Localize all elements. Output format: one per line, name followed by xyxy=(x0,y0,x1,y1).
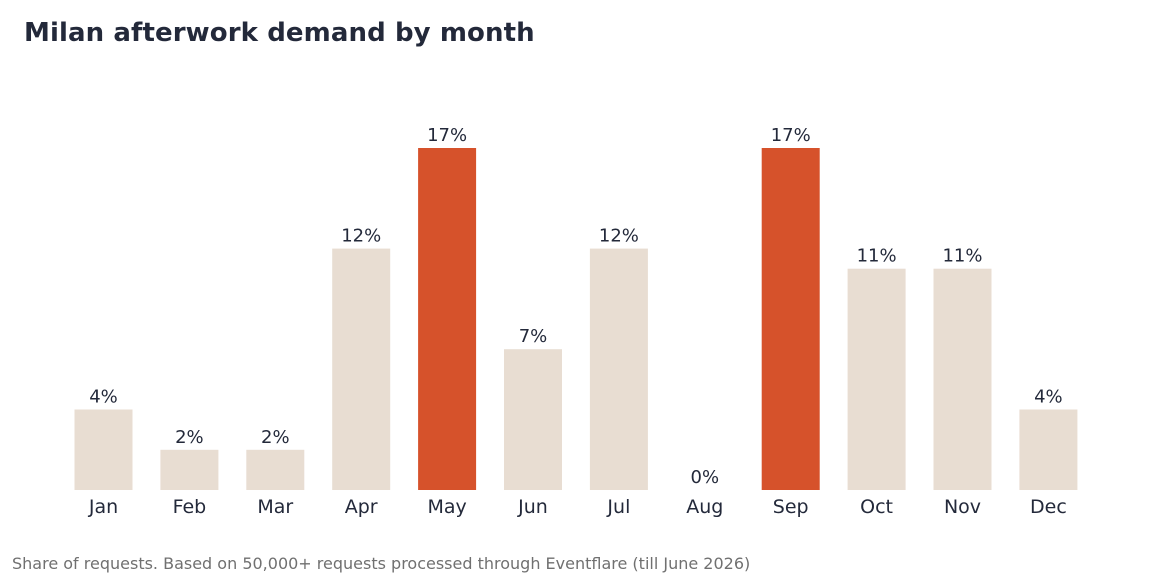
bar-jul xyxy=(589,248,648,490)
x-tick-oct: Oct xyxy=(860,496,893,518)
x-tick-dec: Dec xyxy=(1030,496,1067,518)
bar-jan xyxy=(74,409,133,490)
bar-nov xyxy=(933,268,992,490)
x-tick-feb: Feb xyxy=(173,496,207,518)
bar-sep xyxy=(761,148,820,490)
data-label-aug: 0% xyxy=(691,467,720,488)
data-label-oct: 11% xyxy=(857,246,897,267)
bar-oct xyxy=(847,268,906,490)
x-tick-sep: Sep xyxy=(773,496,809,518)
x-tick-mar: Mar xyxy=(257,496,293,518)
bar-dec xyxy=(1019,409,1078,490)
data-label-feb: 2% xyxy=(175,427,204,448)
bar-apr xyxy=(332,248,391,490)
data-label-nov: 11% xyxy=(942,246,982,267)
x-tick-jan: Jan xyxy=(88,496,118,518)
x-tick-jul: Jul xyxy=(606,496,630,518)
bar-may xyxy=(418,148,477,490)
chart-footnote: Share of requests. Based on 50,000+ requ… xyxy=(12,554,751,573)
data-label-dec: 4% xyxy=(1034,387,1063,408)
x-tick-nov: Nov xyxy=(944,496,981,518)
data-label-apr: 12% xyxy=(341,226,381,247)
data-label-sep: 17% xyxy=(771,125,811,146)
bar-mar xyxy=(246,449,305,490)
data-label-jul: 12% xyxy=(599,226,639,247)
x-tick-may: May xyxy=(427,496,466,518)
data-label-jun: 7% xyxy=(519,326,548,347)
data-label-mar: 2% xyxy=(261,427,290,448)
x-tick-jun: Jun xyxy=(517,496,548,518)
data-label-jan: 4% xyxy=(89,387,118,408)
x-tick-apr: Apr xyxy=(345,496,378,518)
bar-feb xyxy=(160,449,219,490)
x-tick-aug: Aug xyxy=(686,496,723,518)
bar-jun xyxy=(504,349,562,490)
chart-title: Milan afterwork demand by month xyxy=(24,18,535,48)
data-label-may: 17% xyxy=(427,125,467,146)
